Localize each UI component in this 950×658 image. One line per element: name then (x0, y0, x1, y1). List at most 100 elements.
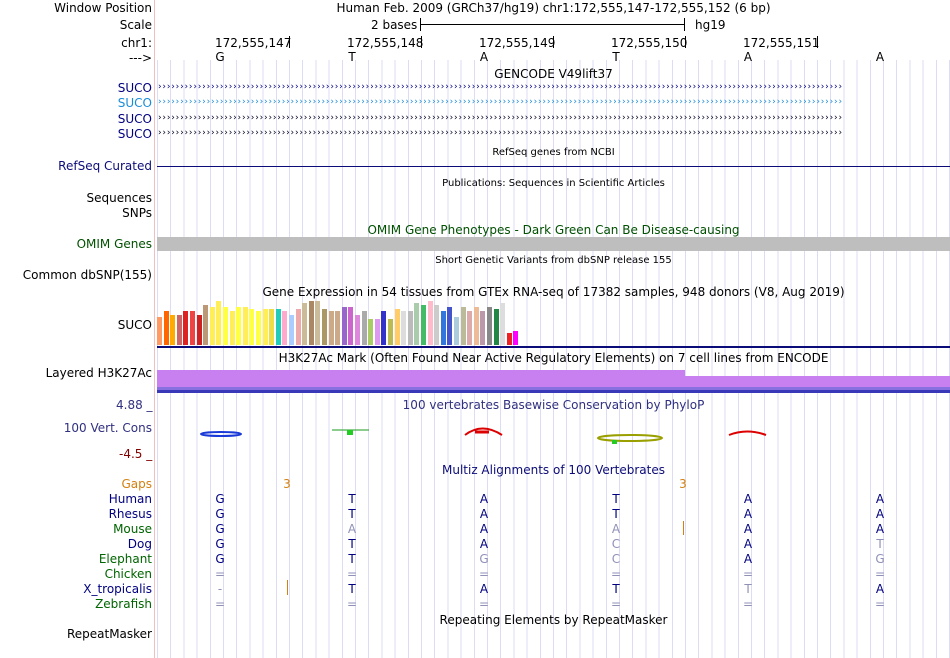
species-label[interactable]: Elephant (98, 552, 152, 566)
gtex-tissue-bar[interactable] (388, 319, 393, 345)
gencode-row-label-3[interactable]: SUCO (117, 112, 152, 126)
gtex-tissue-bar[interactable] (203, 305, 209, 345)
species-label[interactable]: X_tropicalis (83, 582, 152, 596)
reference-base: A (875, 50, 885, 64)
publications-title: Publications: Sequences in Scientific Ar… (442, 178, 665, 189)
aligned-base: C (611, 552, 621, 566)
gencode-row-label-2[interactable]: SUCO (117, 96, 152, 110)
gtex-tissue-bar[interactable] (335, 311, 341, 345)
gtex-tissue-bar[interactable] (262, 309, 268, 345)
gtex-tissue-bar[interactable] (223, 307, 228, 345)
h3k27ac-title: H3K27Ac Mark (Often Found Near Active Re… (278, 351, 829, 365)
aligned-base: = (742, 597, 754, 611)
ruler-tick (553, 36, 554, 48)
gtex-tissue-bar[interactable] (341, 307, 347, 345)
sequences-label[interactable]: Sequences (86, 191, 152, 205)
gtex-label[interactable]: SUCO (117, 318, 152, 332)
gtex-tissue-bar[interactable] (249, 309, 255, 345)
h3k27ac-label[interactable]: Layered H3K27Ac (45, 366, 152, 380)
gencode-row-label-4[interactable]: SUCO (117, 127, 152, 141)
gtex-tissue-bar[interactable] (256, 311, 261, 345)
gtex-tissue-bar[interactable] (196, 315, 202, 345)
gencode-row-label-1[interactable]: SUCO (117, 81, 152, 95)
gtex-tissue-bar[interactable] (513, 331, 519, 345)
gtex-tissue-bar[interactable] (315, 301, 321, 345)
cons-wiggle[interactable] (157, 420, 950, 450)
aligned-base: A (875, 492, 885, 506)
gtex-tissue-bar[interactable] (348, 307, 354, 345)
gencode-title: GENCODE V49lift37 (494, 67, 613, 81)
gtex-bar-chart[interactable] (157, 300, 950, 345)
gtex-tissue-bar[interactable] (454, 317, 459, 345)
gtex-tissue-bar[interactable] (434, 305, 440, 345)
gtex-tissue-bar[interactable] (493, 309, 499, 345)
gtex-tissue-bar[interactable] (394, 309, 400, 345)
gtex-tissue-bar[interactable] (229, 311, 235, 345)
aligned-base: T (612, 582, 620, 596)
omim-label[interactable]: OMIM Genes (76, 237, 152, 251)
gtex-tissue-bar[interactable] (374, 319, 380, 345)
gtex-tissue-bar[interactable] (242, 307, 248, 345)
gencode-transcript-2[interactable]: ››››››››››››››››››››››››››››››››››››››››… (157, 98, 843, 107)
gtex-tissue-bar[interactable] (361, 311, 367, 345)
refseq-gene-line[interactable] (157, 166, 950, 167)
gencode-transcript-1[interactable]: ››››››››››››››››››››››››››››››››››››››››… (157, 83, 843, 92)
gtex-tissue-bar[interactable] (170, 315, 176, 345)
gtex-tissue-bar[interactable] (308, 301, 314, 345)
gtex-tissue-bar[interactable] (236, 307, 242, 345)
snps-label[interactable]: SNPs (122, 206, 152, 220)
gtex-tissue-bar[interactable] (460, 307, 466, 345)
gtex-tissue-bar[interactable] (275, 309, 281, 345)
gtex-tissue-bar[interactable] (190, 311, 195, 345)
omim-gene-bar[interactable] (157, 237, 950, 251)
dbsnp-label[interactable]: Common dbSNP(155) (22, 268, 152, 282)
gtex-tissue-bar[interactable] (407, 311, 413, 345)
aligned-base: = (874, 597, 886, 611)
gtex-tissue-bar[interactable] (447, 307, 453, 345)
gtex-tissue-bar[interactable] (176, 315, 182, 345)
gtex-tissue-bar[interactable] (480, 311, 486, 345)
gtex-tissue-bar[interactable] (414, 303, 420, 345)
gtex-tissue-bar[interactable] (506, 333, 512, 345)
gtex-tissue-bar[interactable] (368, 319, 374, 345)
gtex-tissue-bar[interactable] (282, 311, 288, 345)
gtex-tissue-bar[interactable] (487, 307, 492, 345)
gtex-tissue-bar[interactable] (467, 311, 473, 345)
gtex-tissue-bar[interactable] (355, 315, 360, 345)
repeat-label[interactable]: RepeatMasker (66, 627, 152, 641)
gtex-tissue-bar[interactable] (421, 305, 426, 345)
gtex-tissue-bar[interactable] (328, 311, 334, 345)
gtex-tissue-bar[interactable] (289, 315, 294, 345)
gtex-tissue-bar[interactable] (216, 301, 222, 345)
gtex-tissue-bar[interactable] (322, 309, 327, 345)
h3k27ac-signal-left[interactable] (157, 370, 685, 387)
species-label[interactable]: Mouse (113, 522, 152, 536)
gtex-tissue-bar[interactable] (473, 307, 479, 345)
aligned-base: - (217, 582, 223, 596)
gtex-tissue-bar[interactable] (302, 303, 308, 345)
gtex-tissue-bar[interactable] (381, 311, 387, 345)
gencode-transcript-3[interactable]: ››››››››››››››››››››››››››››››››››››››››… (157, 114, 843, 123)
h3k27ac-signal-right[interactable] (685, 376, 950, 387)
species-label[interactable]: Rhesus (108, 507, 152, 521)
gtex-tissue-bar[interactable] (183, 311, 189, 345)
species-label[interactable]: Zebrafish (95, 597, 152, 611)
gtex-tissue-bar[interactable] (440, 311, 446, 345)
gtex-tissue-bar[interactable] (163, 311, 169, 345)
gtex-tissue-bar[interactable] (427, 301, 433, 345)
refseq-label[interactable]: RefSeq Curated (58, 159, 152, 173)
gtex-tissue-bar[interactable] (209, 307, 215, 345)
gtex-tissue-bar[interactable] (269, 309, 275, 345)
species-label[interactable]: Chicken (104, 567, 152, 581)
gencode-transcript-4[interactable]: ››››››››››››››››››››››››››››››››››››››››… (157, 129, 843, 138)
cons-label[interactable]: 100 Vert. Cons (63, 421, 152, 435)
base-grid (157, 60, 950, 658)
gtex-tissue-bar[interactable] (500, 303, 506, 345)
h3k27ac-layer-bottom (157, 387, 950, 390)
species-label[interactable]: Human (108, 492, 152, 506)
reference-base: A (743, 50, 753, 64)
gtex-tissue-bar[interactable] (401, 311, 407, 345)
gtex-tissue-bar[interactable] (295, 309, 301, 345)
species-label[interactable]: Dog (127, 537, 152, 551)
gtex-tissue-bar[interactable] (157, 317, 162, 345)
